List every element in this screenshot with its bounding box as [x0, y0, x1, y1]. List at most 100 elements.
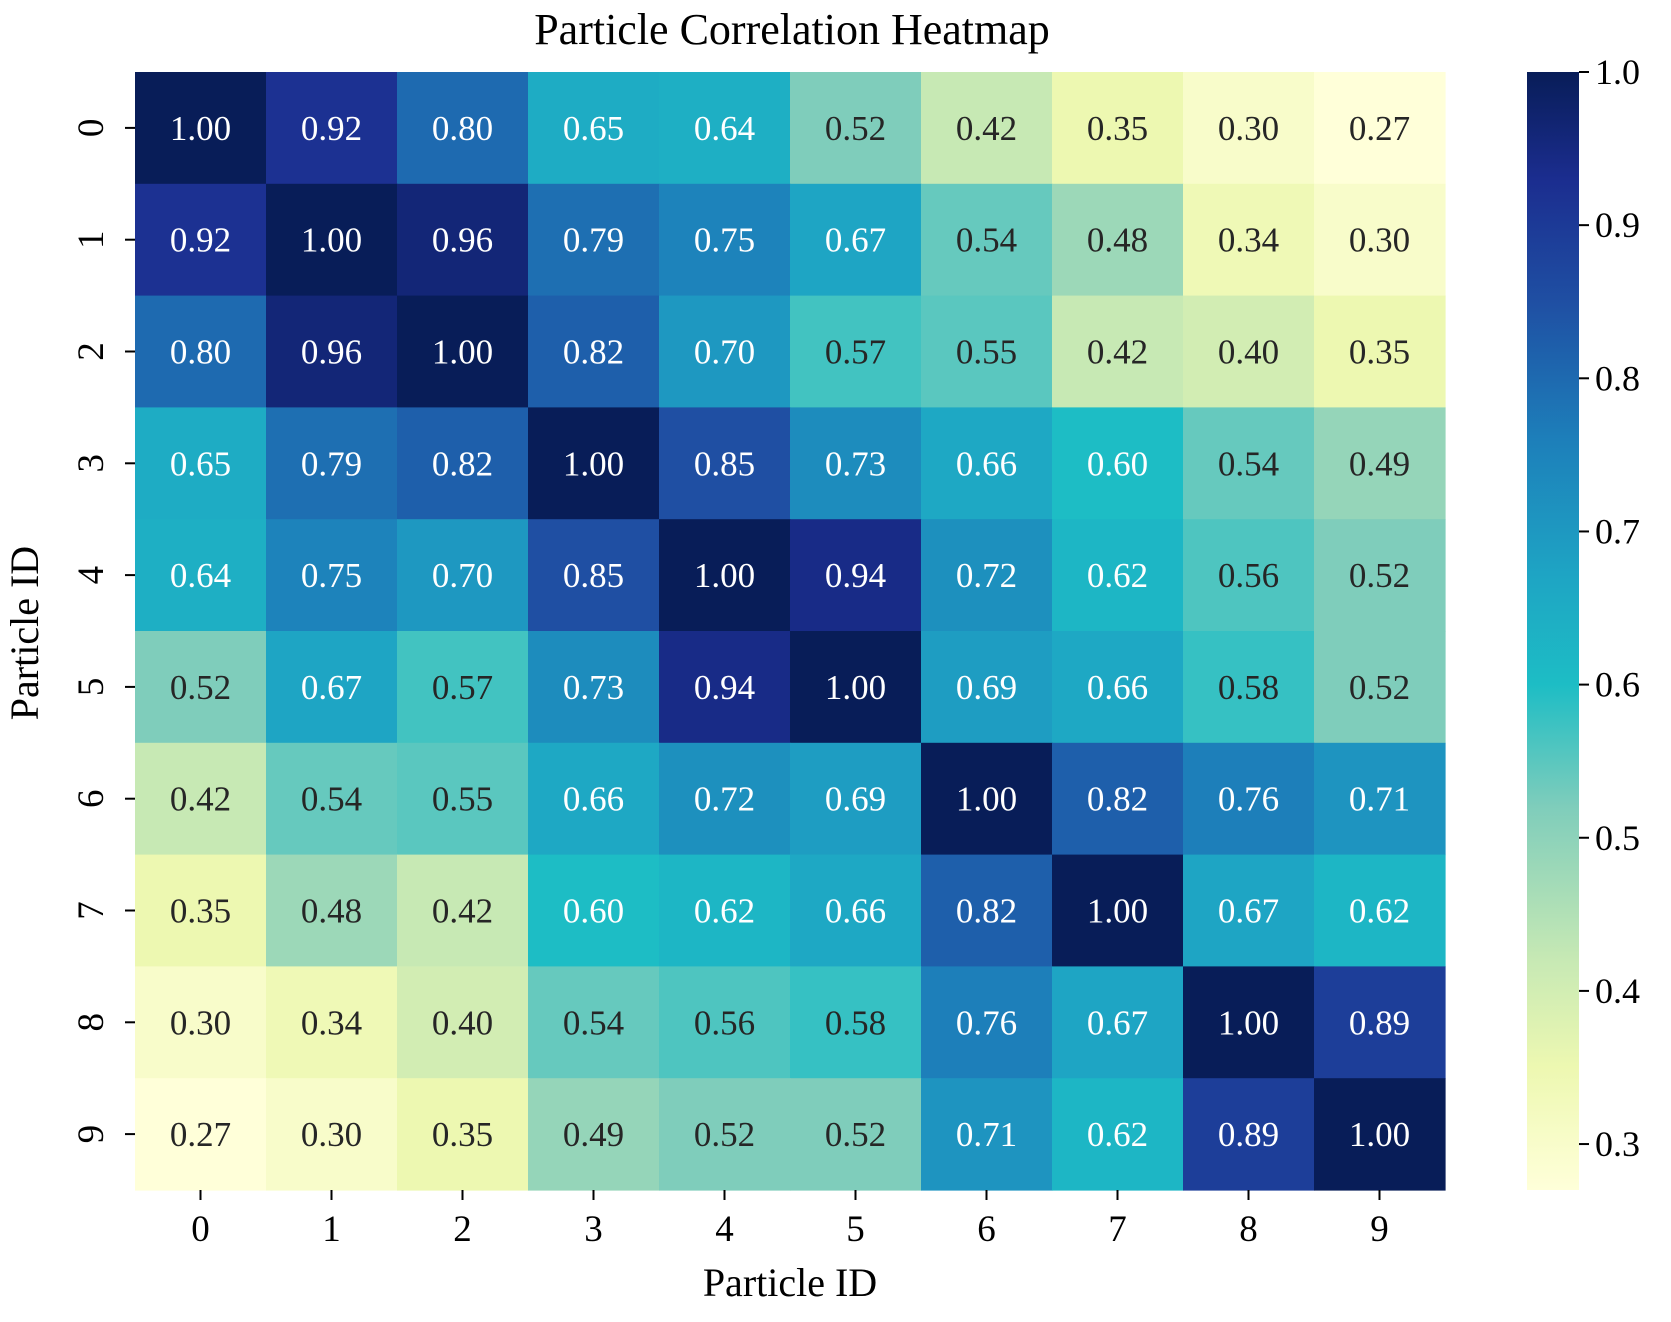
heatmap-cell-r3-c6 — [921, 407, 1053, 520]
heatmap-cell-r3-c9 — [1314, 407, 1446, 520]
heatmap-cell-r1-c5 — [790, 183, 922, 297]
cell-label-r4-c9: 0.52 — [1349, 556, 1410, 595]
cell-label-r1-c7: 0.48 — [1087, 221, 1148, 260]
x-axis-label: Particle ID — [703, 1260, 877, 1305]
cell-label-r4-c7: 0.62 — [1087, 556, 1148, 595]
heatmap-cell-r8-c9 — [1314, 966, 1446, 1079]
cell-label-r2-c9: 0.35 — [1349, 333, 1410, 372]
cell-label-r7-c4: 0.62 — [694, 892, 755, 931]
cell-label-r6-c9: 0.71 — [1349, 780, 1410, 819]
cell-label-r7-c2: 0.42 — [432, 892, 493, 931]
heatmap-cell-r9-c4 — [659, 1078, 791, 1191]
heatmap-cell-r1-c9 — [1314, 183, 1446, 297]
cell-label-r5-c6: 0.69 — [956, 668, 1017, 707]
x-tick-label-4: 4 — [715, 1209, 734, 1250]
heatmap-cell-r9-c3 — [528, 1078, 660, 1191]
cell-label-r0-c2: 0.80 — [432, 109, 493, 148]
heatmap-cell-r4-c9 — [1314, 519, 1446, 632]
cell-label-r2-c2: 1.00 — [432, 333, 493, 372]
cell-label-r1-c4: 0.75 — [694, 221, 755, 260]
heatmap-cell-r8-c3 — [528, 966, 660, 1079]
heatmap-cell-r8-c6 — [921, 966, 1053, 1079]
heatmap-cell-r1-c2 — [397, 183, 529, 297]
cell-label-r9-c2: 0.35 — [432, 1115, 493, 1154]
cell-label-r0-c0: 1.00 — [170, 109, 231, 148]
heatmap-cell-r3-c1 — [266, 407, 398, 520]
cell-label-r3-c4: 0.85 — [694, 444, 755, 483]
cell-label-r4-c2: 0.70 — [432, 556, 493, 595]
heatmap-cell-r0-c0 — [135, 72, 267, 185]
heatmap-cell-r6-c4 — [659, 742, 791, 856]
colorbar-tick-label-0.9: 0.9 — [1595, 205, 1640, 245]
x-tick-label-8: 8 — [1239, 1209, 1258, 1250]
heatmap-cell-r7-c9 — [1314, 854, 1446, 967]
heatmap-cell-r9-c9 — [1314, 1078, 1446, 1191]
heatmap-cell-r1-c4 — [659, 183, 791, 297]
heatmap-cell-r9-c8 — [1183, 1078, 1315, 1191]
cell-label-r0-c3: 0.65 — [563, 109, 624, 148]
colorbar-tick-label-0.5: 0.5 — [1595, 818, 1640, 858]
cell-label-r1-c6: 0.54 — [956, 221, 1017, 260]
heatmap-cell-r7-c5 — [790, 854, 922, 967]
cell-label-r5-c7: 0.66 — [1087, 668, 1148, 707]
heatmap-cell-r2-c5 — [790, 295, 922, 408]
heatmap-cell-r2-c0 — [135, 295, 267, 408]
cell-label-r5-c0: 0.52 — [170, 668, 231, 707]
cell-label-r6-c5: 0.69 — [825, 780, 886, 819]
cell-label-r9-c4: 0.52 — [694, 1115, 755, 1154]
cell-label-r7-c0: 0.35 — [170, 892, 231, 931]
cell-label-r5-c8: 0.58 — [1218, 668, 1279, 707]
cell-label-r1-c2: 0.96 — [432, 221, 493, 260]
cell-label-r1-c8: 0.34 — [1218, 221, 1279, 260]
x-tick-label-2: 2 — [453, 1209, 472, 1250]
y-tick-label-4: 4 — [71, 566, 112, 585]
cell-label-r0-c5: 0.52 — [825, 109, 886, 148]
heatmap-cell-r2-c4 — [659, 295, 791, 408]
heatmap-cell-r1-c0 — [135, 183, 267, 297]
heatmap-cell-r7-c6 — [921, 854, 1053, 967]
heatmap-cell-r5-c3 — [528, 631, 660, 744]
heatmap-cell-r6-c1 — [266, 742, 398, 856]
cell-label-r9-c0: 0.27 — [170, 1115, 231, 1154]
heatmap-cell-r9-c0 — [135, 1078, 267, 1191]
cell-label-r7-c6: 0.82 — [956, 892, 1017, 931]
heatmap-cell-r0-c9 — [1314, 72, 1446, 185]
cell-label-r7-c7: 1.00 — [1087, 892, 1148, 931]
heatmap-cell-r8-c8 — [1183, 966, 1315, 1079]
cell-label-r8-c1: 0.34 — [301, 1003, 362, 1042]
y-tick-label-3: 3 — [71, 454, 112, 473]
colorbar-tick-label-0.3: 0.3 — [1595, 1124, 1640, 1164]
x-axis: 0 1 2 3 4 5 6 7 8 9 — [191, 1190, 1389, 1250]
cell-label-r1-c0: 0.92 — [170, 221, 231, 260]
heatmap-cell-r1-c1 — [266, 183, 398, 297]
y-tick-label-8: 8 — [71, 1013, 112, 1032]
cell-label-r6-c0: 0.42 — [170, 780, 231, 819]
cell-label-r6-c7: 0.82 — [1087, 780, 1148, 819]
heatmap-cell-r3-c7 — [1052, 407, 1184, 520]
y-tick-label-1: 1 — [71, 230, 112, 249]
heatmap-cell-r0-c3 — [528, 72, 660, 185]
y-axis-label: Particle ID — [2, 546, 47, 720]
y-tick-label-9: 9 — [71, 1125, 112, 1144]
heatmap-cell-r3-c3 — [528, 407, 660, 520]
colorbar-tick-label-0.7: 0.7 — [1595, 511, 1640, 551]
cell-label-r0-c9: 0.27 — [1349, 109, 1410, 148]
heatmap-cell-r1-c6 — [921, 183, 1053, 297]
heatmap-cell-r4-c8 — [1183, 519, 1315, 632]
heatmap-cell-r3-c8 — [1183, 407, 1315, 520]
cell-label-r4-c1: 0.75 — [301, 556, 362, 595]
cell-label-r8-c0: 0.30 — [170, 1003, 231, 1042]
heatmap-cell-labels: 1.00 0.92 0.80 0.65 0.64 0.52 0.42 0.35 0.30 0.27… — [170, 109, 1410, 1154]
cell-label-r4-c4: 1.00 — [694, 556, 755, 595]
cell-label-r7-c1: 0.48 — [301, 892, 362, 931]
heatmap-cell-r2-c1 — [266, 295, 398, 408]
cell-label-r8-c4: 0.56 — [694, 1003, 755, 1042]
cell-label-r3-c1: 0.79 — [301, 444, 362, 483]
cell-label-r4-c0: 0.64 — [170, 556, 231, 595]
heatmap-cell-r5-c5 — [790, 631, 922, 744]
cell-label-r8-c8: 1.00 — [1218, 1003, 1279, 1042]
colorbar: 0.3 0.4 0.5 0.6 0.7 0.8 0.9 1.0 — [1527, 52, 1640, 1190]
heatmap-cell-r2-c3 — [528, 295, 660, 408]
cell-label-r3-c2: 0.82 — [432, 444, 493, 483]
cell-label-r6-c1: 0.54 — [301, 780, 362, 819]
